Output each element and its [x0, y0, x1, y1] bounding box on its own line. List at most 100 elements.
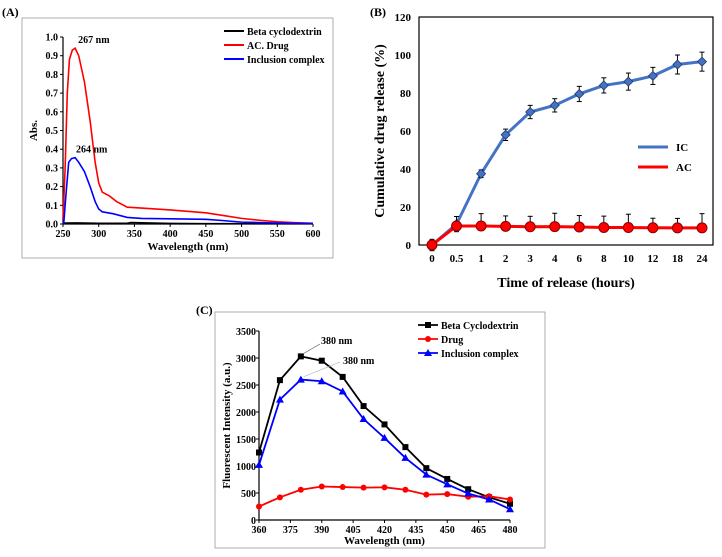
- x-tick-label: 8: [601, 253, 607, 265]
- data-point-IC: [549, 100, 560, 111]
- data-point-2: [401, 453, 410, 461]
- y-tick-label: 2500: [236, 381, 256, 392]
- x-tick-label: 10: [623, 253, 635, 265]
- data-point-AC: [475, 220, 487, 232]
- data-point-2: [443, 480, 452, 488]
- x-axis-label: Time of release (hours): [497, 276, 635, 291]
- x-tick-label: 350: [127, 229, 142, 240]
- data-point-AC: [549, 221, 561, 233]
- x-tick-label: 450: [440, 525, 455, 536]
- x-tick-label: 450: [198, 229, 213, 240]
- x-tick-label: 4: [552, 253, 558, 265]
- y-tick-label: 0.4: [46, 145, 59, 156]
- data-point-0: [339, 373, 346, 380]
- legend-label: Drug: [441, 335, 463, 346]
- legend-label: Inclusion complex: [247, 55, 325, 66]
- data-point-1: [381, 484, 388, 491]
- data-point-IC: [623, 76, 634, 87]
- data-point-1: [318, 483, 325, 490]
- y-tick-label: 0.1: [46, 201, 59, 212]
- data-point-2: [275, 395, 284, 403]
- x-tick-label: 1: [478, 253, 484, 265]
- data-point-0: [276, 377, 283, 384]
- data-point-2: [359, 415, 368, 423]
- y-tick-label: 0.6: [46, 107, 59, 118]
- y-tick-label: 40: [400, 164, 412, 176]
- data-point-1: [402, 486, 409, 493]
- annotation-arrow: [303, 361, 341, 377]
- legend-label: AC. Drug: [247, 41, 289, 52]
- data-point-0: [507, 500, 513, 507]
- x-tick-label: 12: [647, 253, 659, 265]
- legend-label: AC: [676, 162, 692, 174]
- data-point-2: [255, 460, 263, 468]
- data-point-2: [464, 489, 473, 497]
- x-tick-label: 6: [577, 253, 583, 265]
- y-axis-label: Abs.: [28, 120, 40, 141]
- data-point-IC: [500, 129, 511, 140]
- data-point-0: [256, 449, 262, 456]
- y-tick-label: 3500: [236, 327, 256, 338]
- annotation: 267 nm: [78, 35, 110, 46]
- legend-label: Beta Cyclodextrin: [441, 321, 519, 332]
- panel-label: (A): [2, 5, 19, 19]
- y-tick-label: 0.2: [46, 182, 59, 193]
- y-axis-label: Cumulative drug release (%): [373, 44, 388, 218]
- data-point-AC: [598, 222, 610, 234]
- data-point-AC: [671, 222, 683, 234]
- y-tick-label: 0: [251, 516, 256, 527]
- data-point-1: [444, 491, 451, 498]
- plot-frame: [418, 16, 714, 246]
- y-tick-label: 0.5: [46, 126, 59, 137]
- x-axis-label: Wavelength (nm): [344, 535, 425, 547]
- y-tick-label: 0.3: [46, 163, 59, 174]
- y-tick-label: 120: [395, 12, 412, 24]
- data-point-2: [338, 387, 347, 395]
- data-point-0: [465, 486, 472, 493]
- series-line-AC: [431, 224, 702, 247]
- data-point-0: [318, 357, 325, 364]
- x-tick-label: 600: [306, 229, 321, 240]
- x-tick-label: 0: [429, 253, 435, 265]
- data-point-0: [360, 403, 367, 410]
- annotation: 264 nm: [76, 145, 108, 156]
- data-point-2: [296, 375, 305, 383]
- data-point-IC: [574, 88, 585, 100]
- y-tick-label: 60: [400, 126, 412, 138]
- x-tick-label: 0.5: [450, 253, 464, 265]
- x-tick-label: 18: [672, 253, 684, 265]
- x-tick-label: 550: [270, 229, 285, 240]
- data-point-AC: [451, 220, 463, 232]
- data-point-1: [297, 486, 304, 493]
- legend-label: IC: [676, 142, 688, 154]
- x-tick-label: 360: [252, 525, 267, 536]
- x-tick-label: 3: [527, 253, 533, 265]
- legend-marker: [425, 336, 431, 342]
- y-tick-label: 500: [241, 489, 256, 500]
- data-point-2: [317, 377, 326, 385]
- x-tick-label: 480: [503, 525, 518, 536]
- x-tick-label: 24: [697, 253, 709, 265]
- panel-frame: [214, 311, 546, 549]
- data-point-1: [423, 491, 430, 498]
- y-axis-label: Fluorescent Intensity (a.u.): [221, 362, 233, 489]
- legend-label: Inclusion complex: [441, 349, 519, 360]
- x-tick-label: 2: [503, 253, 509, 265]
- data-point-AC: [647, 222, 659, 234]
- data-point-AC: [524, 221, 536, 233]
- data-point-2: [485, 495, 494, 503]
- y-tick-label: 0.8: [46, 70, 59, 81]
- x-tick-label: 375: [283, 525, 298, 536]
- x-tick-label: 405: [346, 525, 361, 536]
- x-axis-label: Wavelength (nm): [148, 241, 229, 253]
- data-point-IC: [647, 70, 658, 81]
- x-tick-label: 435: [408, 525, 423, 536]
- x-tick-label: 420: [377, 525, 392, 536]
- data-point-2: [380, 433, 389, 441]
- legend-marker: [425, 322, 431, 328]
- y-tick-label: 3000: [236, 354, 256, 365]
- data-point-1: [507, 496, 513, 503]
- y-tick-label: 1.0: [46, 33, 59, 44]
